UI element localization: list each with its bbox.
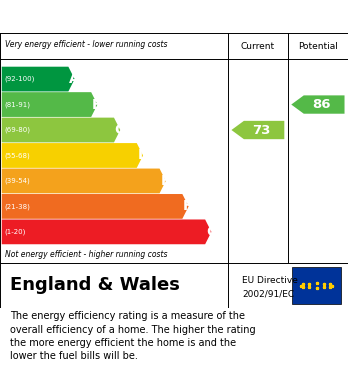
Text: 86: 86 (312, 98, 330, 111)
FancyBboxPatch shape (292, 267, 341, 305)
Text: (69-80): (69-80) (5, 127, 31, 133)
Text: G: G (206, 225, 217, 239)
Text: (21-38): (21-38) (5, 203, 30, 210)
Polygon shape (2, 219, 212, 244)
Text: E: E (160, 174, 170, 188)
Text: Energy Efficiency Rating: Energy Efficiency Rating (10, 9, 220, 24)
Text: Current: Current (241, 42, 275, 51)
Text: (92-100): (92-100) (5, 76, 35, 83)
Text: (1-20): (1-20) (5, 229, 26, 235)
Text: England & Wales: England & Wales (10, 276, 180, 294)
Text: Potential: Potential (298, 42, 338, 51)
Text: EU Directive: EU Directive (242, 276, 298, 285)
Polygon shape (291, 95, 345, 114)
Text: C: C (115, 123, 125, 137)
Polygon shape (2, 92, 97, 117)
Text: 73: 73 (252, 124, 270, 136)
Text: D: D (137, 149, 149, 163)
Text: A: A (69, 72, 80, 86)
Polygon shape (2, 143, 143, 168)
Text: (55-68): (55-68) (5, 152, 30, 159)
Polygon shape (2, 118, 120, 142)
Text: 2002/91/EC: 2002/91/EC (242, 289, 294, 298)
Text: (39-54): (39-54) (5, 178, 30, 184)
Text: The energy efficiency rating is a measure of the
overall efficiency of a home. T: The energy efficiency rating is a measur… (10, 311, 256, 361)
Polygon shape (2, 194, 189, 219)
Polygon shape (231, 121, 284, 139)
Text: B: B (92, 97, 103, 111)
Text: Not energy efficient - higher running costs: Not energy efficient - higher running co… (5, 250, 168, 259)
Text: (81-91): (81-91) (5, 101, 31, 108)
Polygon shape (2, 67, 74, 91)
Text: F: F (183, 199, 192, 213)
Polygon shape (2, 169, 166, 193)
Text: Very energy efficient - lower running costs: Very energy efficient - lower running co… (5, 40, 168, 49)
